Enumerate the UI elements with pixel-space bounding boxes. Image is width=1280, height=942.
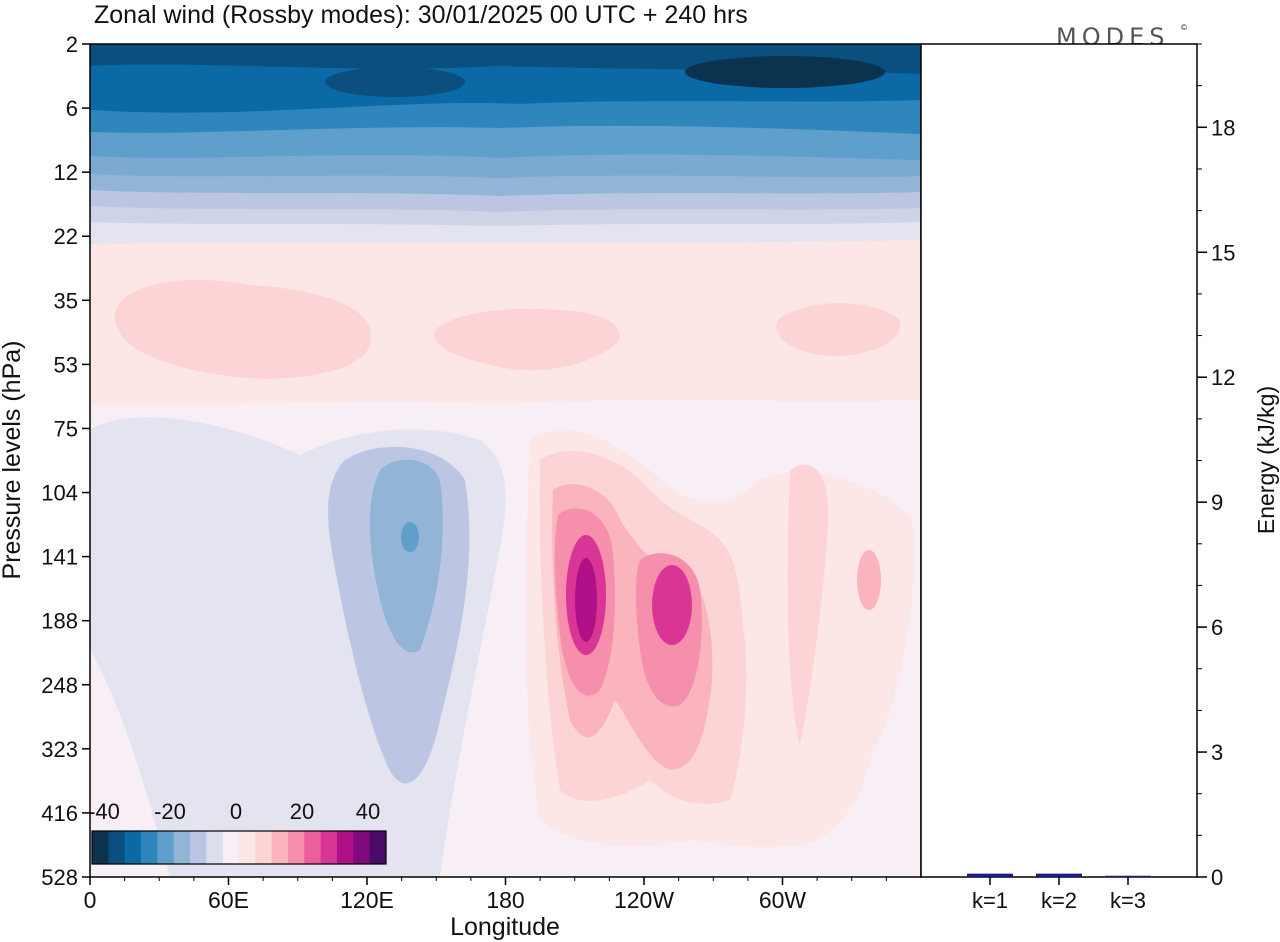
y-tick-label: 104 [41,481,78,506]
chart-title: Zonal wind (Rossby modes): 30/01/2025 00… [94,1,748,29]
colorbar-label: -40 [88,799,120,824]
contour-neg-inner [369,459,443,653]
contour-core-1 [325,67,465,97]
y-tick-label: 2 [66,32,78,57]
y-tick-label: 416 [41,801,78,826]
colorbar-swatch [157,831,175,864]
contour-pos-blob-1 [114,279,372,379]
contour-pos-small [857,550,881,610]
energy-tick-label: 12 [1211,365,1235,390]
colorbar-label: 20 [290,799,314,824]
energy-category-label: k=2 [1041,888,1077,913]
y-tick-label: 35 [54,288,78,313]
y-tick-label: 12 [54,160,78,185]
colorbar-swatch [353,831,371,864]
contour-pos-blob-2 [434,308,620,371]
energy-tick-label: 18 [1211,115,1235,140]
y-tick-label: 141 [41,545,78,570]
colorbar-swatch [271,831,289,864]
energy-panel-frame [920,43,1198,878]
colorbar-swatch [320,831,338,864]
x-tick-label: 120W [614,887,674,913]
energy-bars: k=1 k=2 k=3 [967,873,1151,913]
y-tick-label: 528 [41,865,78,890]
y-tick-label: 53 [54,352,78,377]
energy-bar [967,873,1013,877]
energy-category-label: k=1 [972,888,1008,913]
y-tick-label: 22 [54,224,78,249]
contour-field [90,44,921,877]
energy-tick-label: 3 [1211,740,1223,765]
contour-neg-core [401,522,419,552]
colorbar: -40 -20 0 20 40 [88,799,387,865]
y-tick-label: 248 [41,673,78,698]
energy-category-label: k=3 [1110,888,1146,913]
energy-axis-label: Energy (kJ/kg) [1253,386,1279,534]
colorbar-swatch [288,831,305,864]
colorbar-swatch [108,831,126,864]
x-axis-label: Longitude [450,913,560,941]
colorbar-swatch [206,831,224,864]
x-axis: 0 60E 120E 180 120W 60W [84,877,887,913]
x-tick-label: 60E [208,887,249,913]
x-tick-label: 180 [486,887,524,913]
energy-tick-label: 6 [1211,615,1223,640]
energy-tick-label: 9 [1211,490,1223,515]
colorbar-swatch [239,831,256,864]
colorbar-swatch [369,831,387,864]
contour-pos-blob-3 [776,303,901,356]
y-tick-label: 75 [54,416,78,441]
colorbar-swatch [173,831,191,864]
contour-core-2 [685,56,885,88]
y-tick-label: 323 [41,737,78,762]
colorbar-frame [91,830,387,865]
colorbar-swatch [92,831,109,864]
energy-bar [1036,873,1082,877]
colorbar-swatch [222,831,240,864]
energy-tick-label: 15 [1211,240,1235,265]
x-tick-label: 60W [759,887,807,913]
colorbar-swatch [255,831,273,864]
colorbar-swatch [141,831,158,864]
x-tick-label: 0 [84,887,97,913]
y-tick-label: 188 [41,609,78,634]
y-axis-label: Pressure levels (hPa) [0,341,26,580]
x-tick-label: 120E [340,887,394,913]
contour-pos-mid-2 [787,464,829,745]
energy-tick-label: 0 [1211,865,1223,890]
colorbar-label: -20 [154,799,186,824]
colorbar-label: 0 [230,799,242,824]
colorbar-swatch [304,831,322,864]
colorbar-swatch [124,831,142,864]
contour-pos-core-2 [652,565,692,645]
y-axis: 2 6 12 22 35 53 75 104 141 188 248 323 416 528 [41,32,90,890]
colorbar-label: 40 [356,799,380,824]
energy-axis: 0 3 6 9 12 15 18 [1197,43,1235,890]
colorbar-swatch [337,831,354,864]
colorbar-swatch [190,831,207,864]
energy-bar [1105,875,1151,878]
brand-mark: © [1181,23,1187,32]
contour-pos-peak [575,558,597,642]
y-tick-label: 6 [66,96,78,121]
